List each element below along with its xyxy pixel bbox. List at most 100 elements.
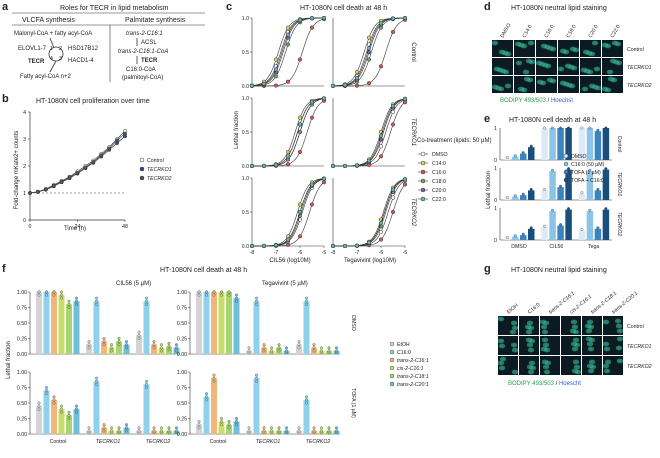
panel-c-title: HT-1080N cell death at 48 h [300, 5, 387, 12]
f-bar [253, 301, 260, 354]
f-point [95, 299, 98, 303]
f-legend-label: EtOH [397, 342, 410, 348]
panel-c: c HT-1080N cell death at 48 h Lethal fra… [226, 1, 491, 264]
micrograph-nucleus [616, 319, 620, 323]
c-point [390, 103, 396, 108]
c-point [285, 242, 291, 247]
f-point [277, 426, 281, 430]
e-point [543, 187, 546, 191]
f-point [152, 426, 156, 430]
f-point [137, 426, 141, 430]
f-point [220, 420, 223, 424]
f-point [312, 346, 316, 350]
micrograph-tile [557, 58, 579, 75]
e-bar [557, 128, 564, 160]
f-point [95, 382, 98, 386]
e-bar [565, 169, 572, 200]
panel-b-title: HT-1080N cell proliferation over time [36, 98, 150, 105]
f-point [37, 293, 41, 297]
f-bar [93, 301, 100, 354]
micrograph-nucleus [495, 67, 499, 71]
b-series-line [29, 133, 126, 194]
c-subplot: -8 -7 -6 -5 [331, 177, 407, 256]
c-point [342, 83, 348, 88]
c-legend-marker [420, 151, 426, 157]
c-point [273, 243, 279, 248]
f-point [255, 373, 258, 377]
f-point [320, 426, 323, 430]
micrograph-nucleus [548, 78, 552, 82]
f-bar [218, 292, 225, 354]
micrograph-nucleus [584, 50, 588, 54]
e-bar [520, 153, 527, 160]
b-y-tick-label: 1 [23, 191, 26, 197]
f-point [52, 290, 56, 294]
f-point [87, 429, 91, 433]
f-point [110, 346, 113, 350]
c-point [297, 129, 303, 135]
f-row-label: DMSO [350, 315, 356, 331]
micrograph-nucleus [526, 325, 530, 329]
f-y-tick-label: 0.75 [177, 306, 187, 312]
f-bar [203, 396, 210, 434]
c-point [390, 122, 396, 127]
e-point [596, 128, 600, 132]
f-bar [51, 292, 57, 354]
micrograph-tile [492, 58, 513, 75]
palm-product: C16:0-CoA [126, 67, 156, 73]
e-bar [504, 238, 511, 240]
c-point [378, 221, 384, 226]
f-point [277, 349, 281, 353]
c-point [273, 162, 279, 167]
b-point [35, 189, 40, 194]
f-point [45, 392, 48, 396]
c-point [285, 237, 291, 242]
panel-d-micrographs: DMSO C14:0 C16:0 C18:0 C20:0 C22:0 Control TECR… [491, 23, 652, 93]
e-bar [602, 169, 610, 200]
c-row-label: Control [410, 42, 416, 61]
f-y-tick-label: 0.50 [17, 321, 27, 327]
micrograph-nucleus [541, 320, 545, 324]
c-point [354, 69, 360, 75]
e-point [596, 226, 600, 230]
e-legend-label: DMSO [571, 154, 587, 160]
f-point [117, 337, 121, 340]
c-point [342, 163, 348, 168]
micrograph-nucleus [516, 42, 520, 46]
micrograph-nucleus [573, 369, 577, 373]
f-point [277, 429, 281, 433]
f-bar [233, 421, 240, 434]
f-group-label: TECRKO1 [256, 439, 281, 445]
panel-b-xlabel: Time (h) [64, 226, 86, 232]
micrograph-nucleus [611, 59, 615, 63]
f-group-label: Control [210, 439, 227, 445]
micrograph-nucleus [527, 330, 531, 334]
f-point [160, 349, 163, 353]
panel-d-stain: BODIPY 493/503 / Hoechst [500, 98, 573, 104]
f-point [285, 426, 288, 430]
e-point [559, 223, 562, 227]
micrograph-nucleus [588, 364, 592, 368]
c-point [342, 243, 348, 249]
f-point [87, 426, 91, 430]
c-subplot [330, 15, 408, 89]
f-point [45, 386, 48, 389]
c-point [366, 46, 372, 51]
micro-row-label: TECRKO1 [627, 65, 652, 71]
f-y-tick-label: 1.00 [17, 290, 27, 296]
e-bar [541, 227, 548, 240]
f-point [145, 302, 148, 306]
f-bar [101, 341, 107, 354]
micrograph-nucleus [511, 330, 515, 334]
f-point [60, 290, 63, 294]
micrograph-tile [580, 76, 602, 93]
micro-col-label: C18:0 [566, 24, 578, 39]
c-x-tick-label: -8 [331, 250, 336, 256]
f-point [60, 293, 63, 297]
panel-e-ylabel: Lethal fraction [486, 171, 492, 209]
micrograph-nucleus [617, 324, 621, 328]
f-y-tick-label: 0.00 [17, 352, 27, 358]
b-point [107, 146, 112, 151]
panel-d-letter: d [484, 1, 491, 13]
panel-c-legend: DMSO C14:0 C16:0 C18:0 C20:0 C22:0 [418, 151, 448, 203]
